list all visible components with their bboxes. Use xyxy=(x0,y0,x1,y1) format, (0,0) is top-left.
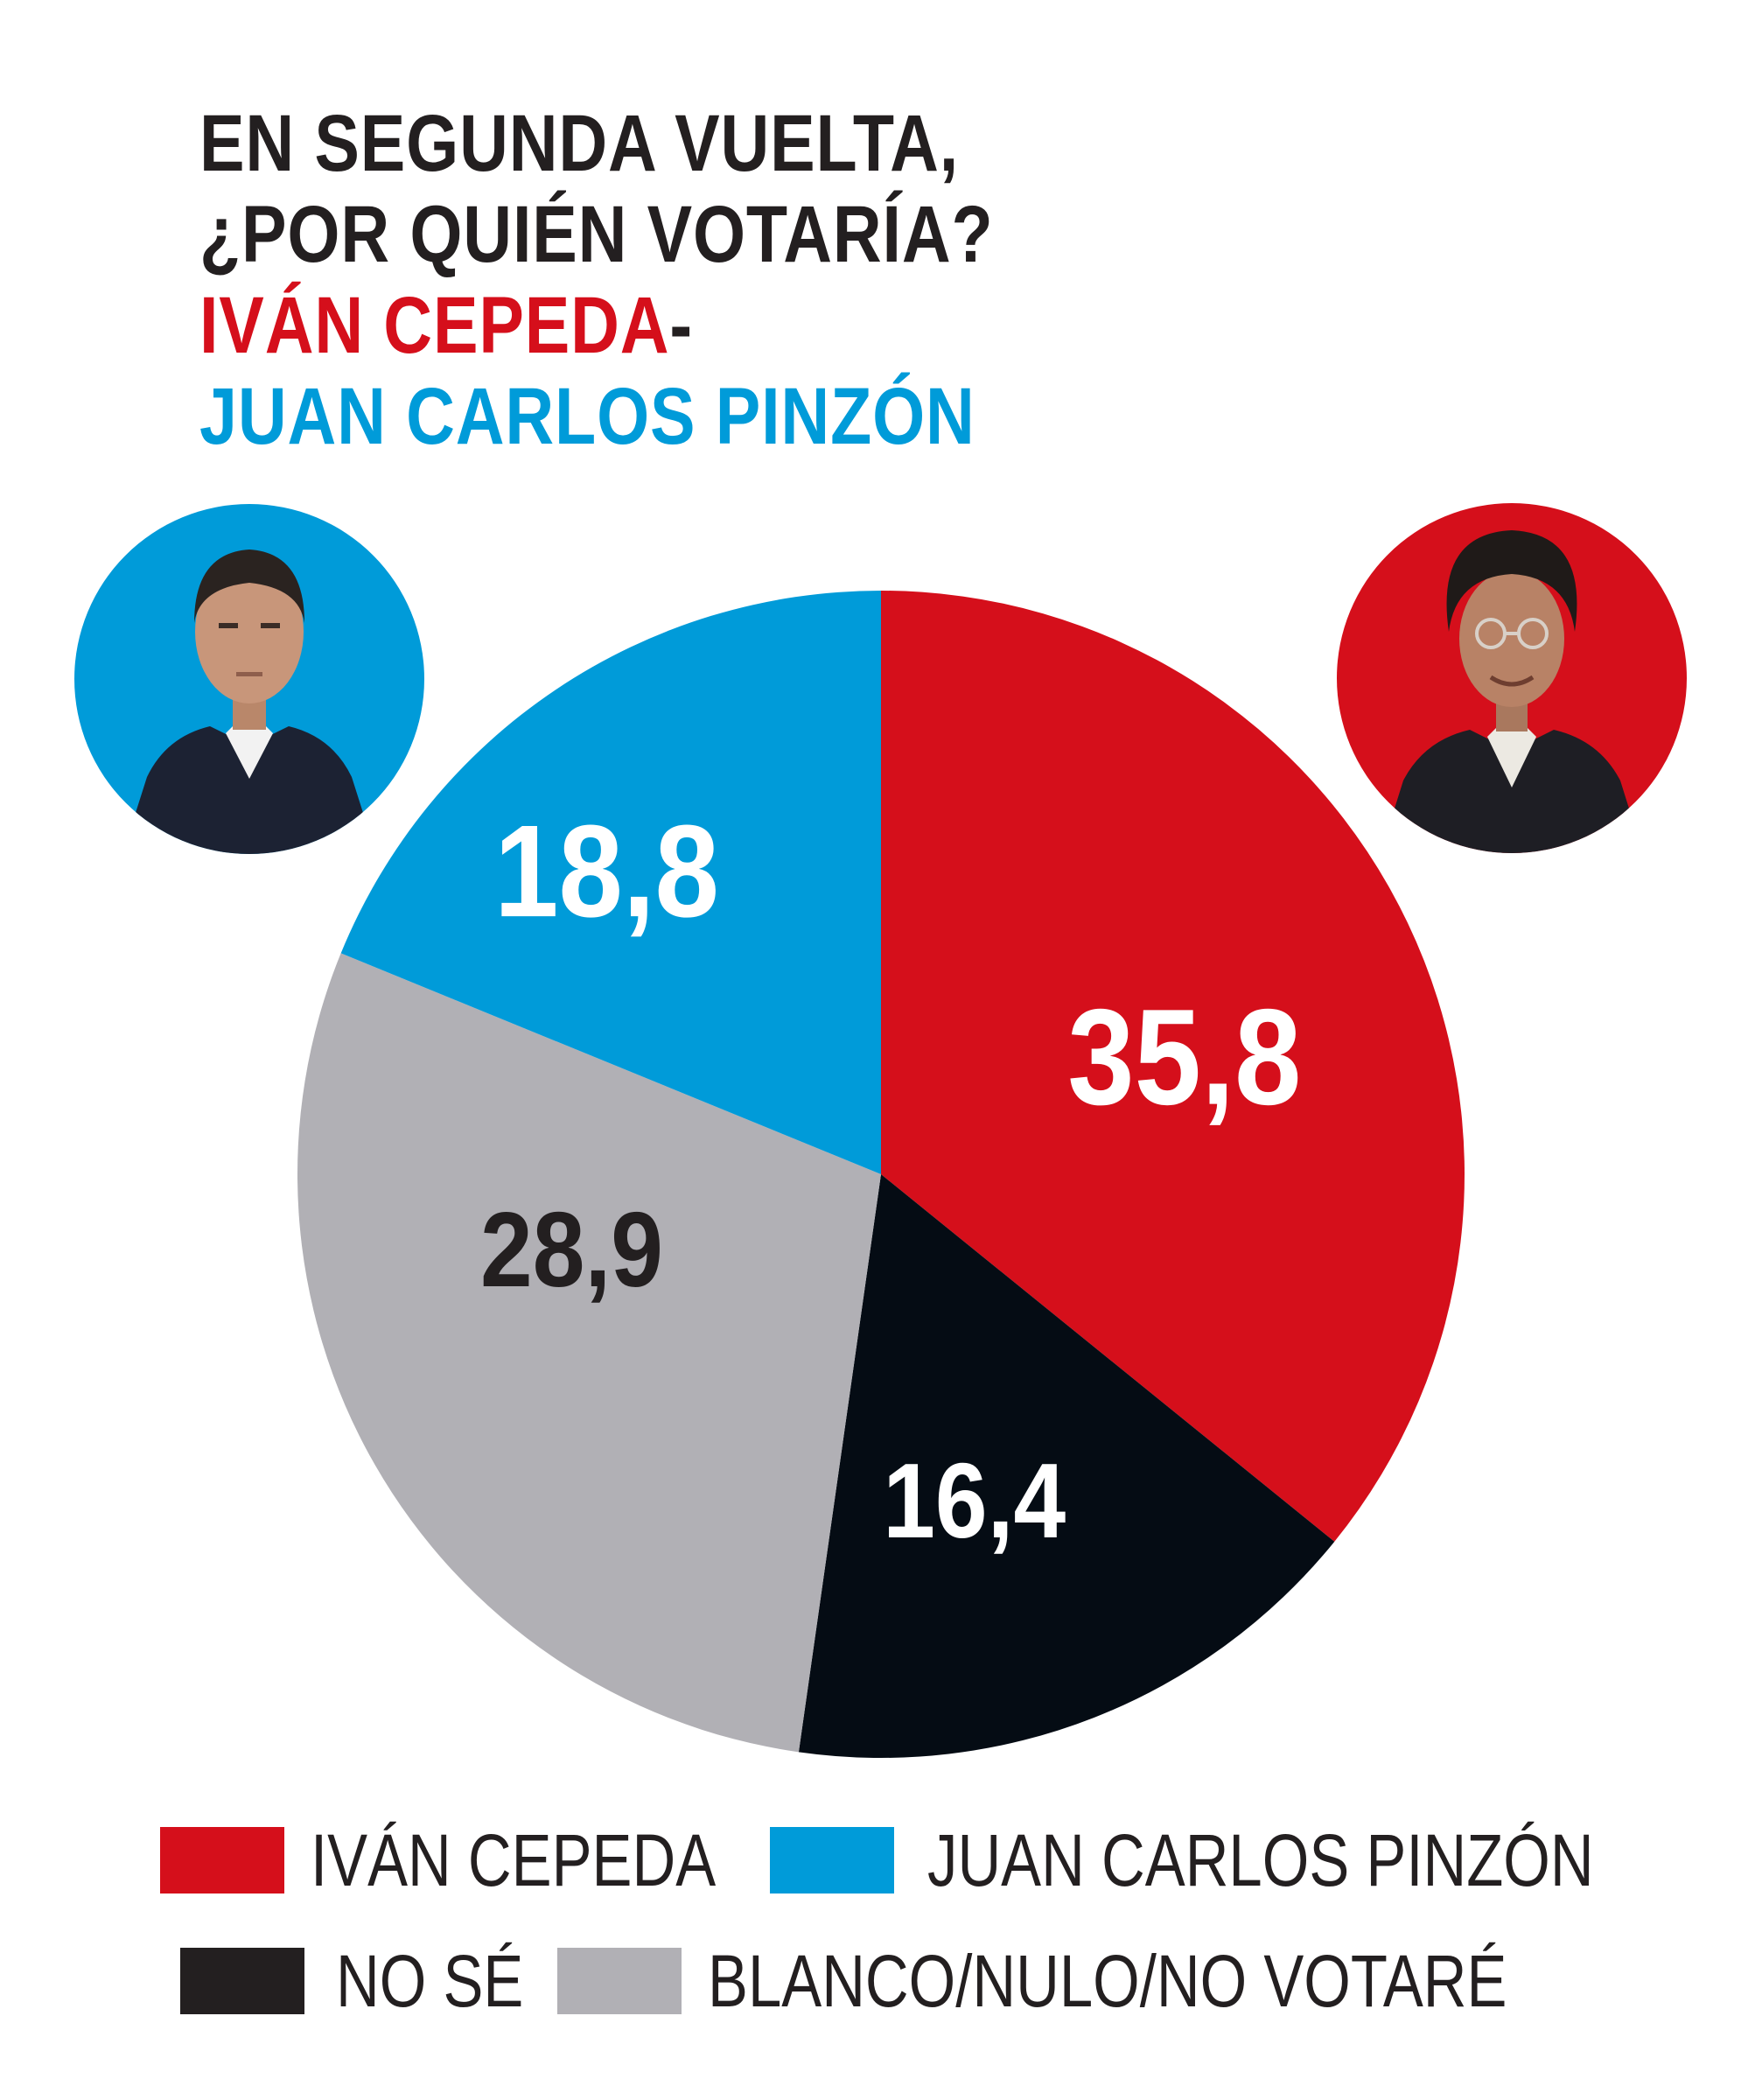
portrait-cepeda xyxy=(1337,503,1687,853)
title-candidate-cepeda: IVÁN CEPEDA xyxy=(199,281,670,370)
pie-slices xyxy=(297,591,1465,1758)
person-icon xyxy=(122,550,376,854)
chart-title: EN SEGUNDA VUELTA, ¿POR QUIÉN VOTARÍA? I… xyxy=(199,98,994,462)
legend-swatch-pinzon xyxy=(770,1827,894,1894)
legend-swatch-cepeda xyxy=(160,1827,284,1894)
pie-label-juan-carlos-pinz-n: 18,8 xyxy=(494,797,719,944)
legend-label-cepeda: IVÁN CEPEDA xyxy=(311,1819,717,1901)
legend-swatch-blanco xyxy=(557,1948,682,2014)
pie-slice-blanco-nulo-no-votar xyxy=(297,953,882,1753)
legend-label-no-se: NO SÉ xyxy=(336,1940,524,2022)
legend-label-blanco: BLANCO/NULO/NO VOTARÉ xyxy=(708,1940,1507,2022)
legend-swatch-no-se xyxy=(180,1948,304,2014)
title-line-3: IVÁN CEPEDA- xyxy=(199,280,994,371)
pie-slice-iv-n-cepeda xyxy=(881,591,1465,1542)
portrait-pinzon xyxy=(74,504,424,854)
pie-slice-no-s xyxy=(798,1174,1335,1758)
pie-labels: 35,8 16,4 28,9 18,8 xyxy=(480,797,1301,1560)
pie-label-blanco-nulo-no-votar: 28,9 xyxy=(480,1191,663,1310)
title-candidate-pinzon: JUAN CARLOS PINZÓN xyxy=(199,372,975,461)
pie-label-no-s: 16,4 xyxy=(883,1442,1066,1561)
pie-label-iv-n-cepeda: 35,8 xyxy=(1067,982,1301,1134)
title-line-2: ¿POR QUIÉN VOTARÍA? xyxy=(199,190,994,279)
title-line-1: EN SEGUNDA VUELTA, xyxy=(199,99,960,188)
legend-label-pinzon: JUAN CARLOS PINZÓN xyxy=(927,1819,1594,1901)
person-icon xyxy=(1381,530,1643,853)
pie-slice-juan-carlos-pinz-n xyxy=(340,591,881,1174)
title-separator: - xyxy=(669,281,693,370)
